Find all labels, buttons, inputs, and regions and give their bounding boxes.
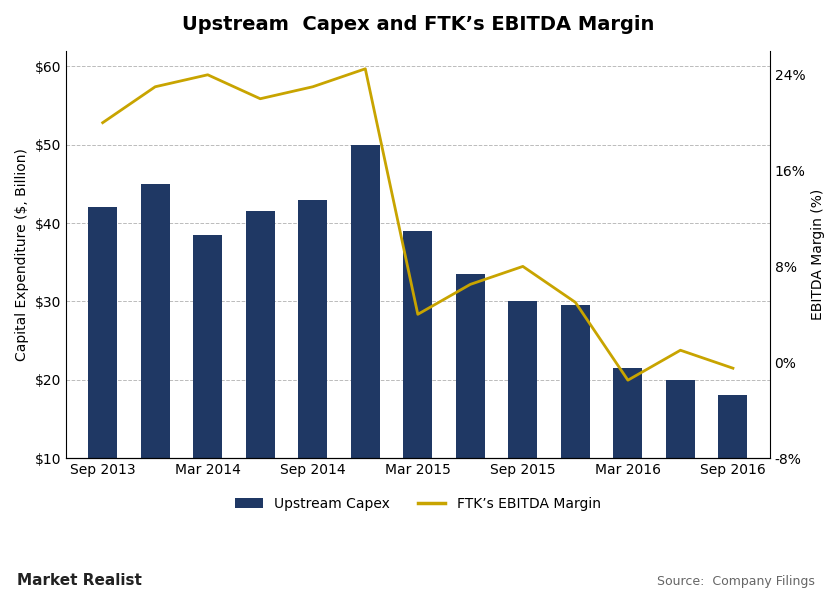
FTK’s EBITDA Margin — [728, 365, 738, 372]
FTK’s EBITDA Margin — [517, 263, 528, 270]
FTK’s EBITDA Margin — [255, 95, 265, 103]
Bar — [298, 200, 328, 536]
FTK’s EBITDA Margin — [570, 299, 580, 306]
Y-axis label: EBITDA Margin (%): EBITDA Margin (%) — [811, 189, 825, 320]
Bar — [456, 274, 485, 536]
FTK’s EBITDA Margin — [675, 347, 685, 354]
Bar — [193, 235, 222, 536]
Bar — [666, 380, 695, 536]
Bar — [403, 231, 433, 536]
Bar — [141, 184, 170, 536]
Bar — [718, 395, 748, 536]
Bar — [351, 145, 380, 536]
Bar — [561, 305, 590, 536]
FTK’s EBITDA Margin — [360, 65, 370, 73]
FTK’s EBITDA Margin — [202, 71, 213, 79]
Bar — [508, 301, 538, 536]
Bar — [613, 368, 643, 536]
Bar — [246, 211, 275, 536]
Text: Market Realist: Market Realist — [17, 573, 142, 588]
Title: Upstream  Capex and FTK’s EBITDA Margin: Upstream Capex and FTK’s EBITDA Margin — [181, 15, 654, 34]
Line: FTK’s EBITDA Margin: FTK’s EBITDA Margin — [102, 69, 733, 380]
Legend: Upstream Capex, FTK’s EBITDA Margin: Upstream Capex, FTK’s EBITDA Margin — [229, 491, 606, 516]
FTK’s EBITDA Margin — [97, 119, 108, 126]
Bar — [88, 208, 117, 536]
FTK’s EBITDA Margin — [150, 83, 160, 91]
FTK’s EBITDA Margin — [307, 83, 318, 91]
FTK’s EBITDA Margin — [465, 281, 475, 288]
Y-axis label: Capital Expenditure ($, Billion): Capital Expenditure ($, Billion) — [15, 148, 29, 361]
FTK’s EBITDA Margin — [412, 311, 423, 318]
Text: Source:  Company Filings: Source: Company Filings — [657, 575, 815, 588]
FTK’s EBITDA Margin — [622, 377, 633, 384]
